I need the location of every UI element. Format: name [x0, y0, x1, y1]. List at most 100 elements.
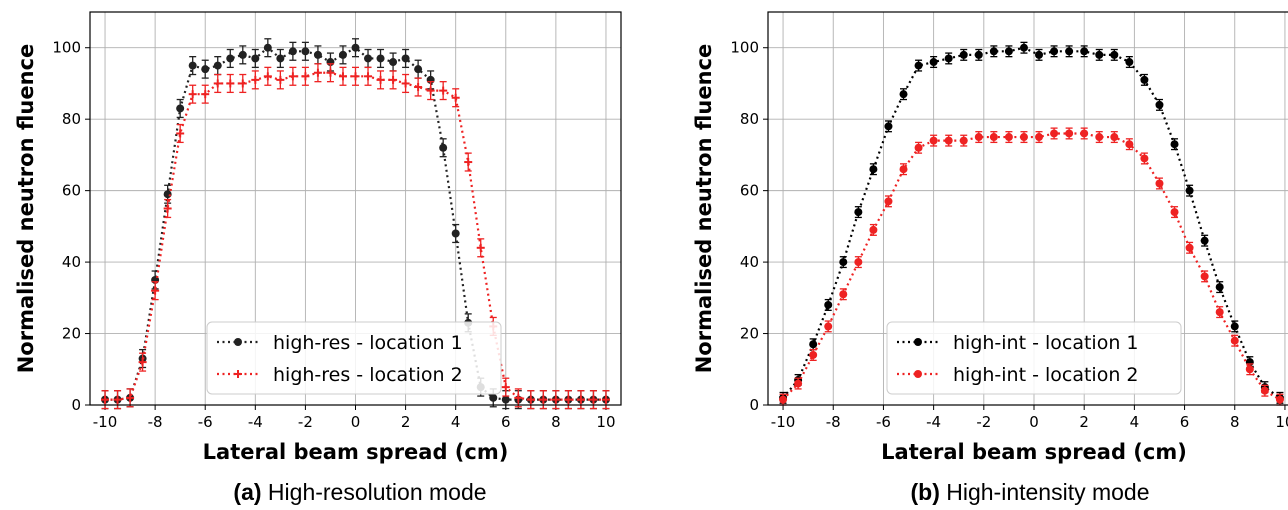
data-point	[1275, 395, 1284, 404]
data-point	[301, 47, 310, 56]
data-point	[1230, 322, 1239, 331]
y-tick-label: 40	[62, 253, 81, 271]
data-point	[839, 258, 848, 267]
data-point	[1050, 129, 1059, 138]
y-axis-label: Normalised neutron fluence	[14, 44, 38, 374]
x-tick-label: -2	[298, 413, 313, 431]
x-tick-label: 10	[596, 413, 615, 431]
legend-label: high-res - location 1	[273, 332, 463, 354]
y-tick-label: 80	[740, 110, 759, 128]
legend-marker	[914, 338, 922, 346]
series-line	[105, 71, 606, 401]
data-point	[364, 54, 373, 63]
x-tick-label: -2	[976, 413, 991, 431]
x-tick-label: -6	[876, 413, 891, 431]
data-point	[989, 133, 998, 142]
series-line	[782, 132, 1281, 401]
data-point	[1004, 133, 1013, 142]
data-point	[929, 58, 938, 67]
y-tick-label: 80	[62, 110, 81, 128]
data-point	[163, 190, 172, 199]
x-tick-label: 0	[351, 413, 361, 431]
data-point	[188, 61, 197, 70]
data-point	[884, 197, 893, 206]
data-point	[1215, 283, 1224, 292]
data-point	[809, 340, 818, 349]
y-tick-label: 100	[730, 39, 759, 57]
data-point	[489, 393, 498, 402]
y-tick-label: 0	[749, 396, 759, 414]
series-line	[105, 46, 606, 401]
data-point	[794, 379, 803, 388]
data-point	[1065, 129, 1074, 138]
x-tick-label: 4	[451, 413, 461, 431]
data-point	[914, 143, 923, 152]
data-point	[1019, 133, 1028, 142]
caption-label: (b)	[910, 479, 939, 505]
data-point	[1035, 50, 1044, 59]
caption-label: (a)	[233, 479, 261, 505]
data-point	[1260, 386, 1269, 395]
data-point	[869, 225, 878, 234]
data-point	[854, 258, 863, 267]
data-point	[213, 61, 222, 70]
data-point	[944, 136, 953, 145]
data-point	[809, 350, 818, 359]
x-tick-label: 2	[1079, 413, 1089, 431]
y-tick-label: 0	[71, 396, 81, 414]
y-tick-label: 40	[740, 253, 759, 271]
legend-box	[206, 321, 502, 395]
data-point	[1110, 50, 1119, 59]
data-point	[1110, 133, 1119, 142]
x-axis-label: Lateral beam spread (cm)	[203, 440, 509, 464]
data-point	[884, 122, 893, 131]
x-tick-label: -4	[926, 413, 941, 431]
data-point	[1185, 243, 1194, 252]
data-point	[401, 54, 410, 63]
data-point	[974, 133, 983, 142]
data-point	[251, 54, 260, 63]
data-point	[351, 43, 360, 52]
legend-box	[886, 321, 1182, 395]
x-tick-label: 2	[401, 413, 411, 431]
x-axis-label: Lateral beam spread (cm)	[881, 440, 1187, 464]
series-1	[779, 41, 1284, 404]
data-point	[944, 54, 953, 63]
y-tick-label: 60	[62, 182, 81, 200]
x-tick-label: 10	[1275, 413, 1288, 431]
y-tick-label: 20	[62, 325, 81, 343]
data-point	[1140, 154, 1149, 163]
legend-label: high-res - location 2	[273, 364, 463, 386]
x-tick-label: -8	[148, 413, 163, 431]
data-point	[1170, 208, 1179, 217]
data-point	[338, 50, 347, 59]
data-point	[1200, 236, 1209, 245]
data-point	[226, 54, 235, 63]
x-tick-label: 8	[1230, 413, 1240, 431]
data-point	[1170, 140, 1179, 149]
data-point	[451, 229, 460, 238]
data-point	[1155, 100, 1164, 109]
data-point	[899, 90, 908, 99]
data-point	[1185, 186, 1194, 195]
data-point	[869, 165, 878, 174]
y-tick-label: 20	[740, 325, 759, 343]
data-point	[201, 65, 210, 74]
data-point	[989, 47, 998, 56]
data-point	[1245, 365, 1254, 374]
x-tick-label: 4	[1130, 413, 1140, 431]
x-tick-label: 0	[1029, 413, 1039, 431]
data-point	[1080, 47, 1089, 56]
x-tick-label: 6	[1180, 413, 1190, 431]
data-point	[959, 50, 968, 59]
data-point	[439, 143, 448, 152]
data-point	[854, 208, 863, 217]
data-point	[824, 322, 833, 331]
data-point	[1140, 75, 1149, 84]
y-tick-label: 100	[52, 39, 81, 57]
data-point	[1004, 47, 1013, 56]
x-tick-label: -10	[93, 413, 118, 431]
data-point	[1200, 272, 1209, 281]
x-tick-label: -10	[771, 413, 796, 431]
